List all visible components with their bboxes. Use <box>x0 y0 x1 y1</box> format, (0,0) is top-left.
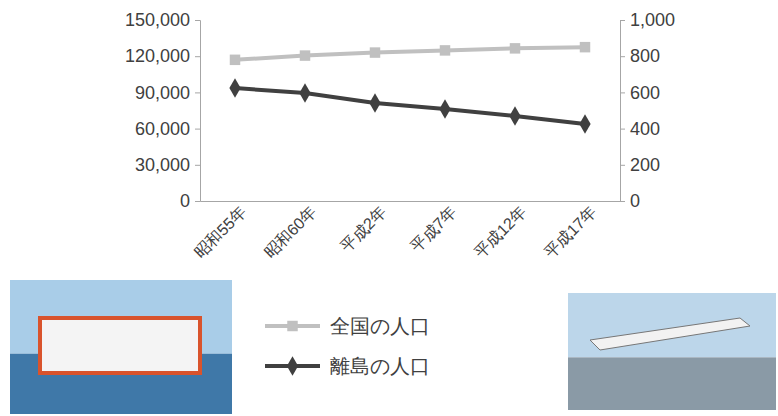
y-axis: 0 30,000 60,000 90,000 120,000 150,000 <box>125 10 201 211</box>
series-marker <box>299 83 310 103</box>
series-line <box>235 47 585 60</box>
y2-tick-mark <box>620 129 625 130</box>
photo-ferry <box>10 280 232 414</box>
series-marker <box>369 93 380 113</box>
series-marker <box>230 55 240 65</box>
photo-sky <box>568 293 776 357</box>
series-marker <box>440 45 450 55</box>
y2-tick-label: 1,000 <box>630 10 675 30</box>
y-tick-mark <box>195 56 200 57</box>
x-tick-label: 昭和60年 <box>261 203 320 262</box>
x-axis: 昭和55年昭和60年平成2年平成7年平成12年平成17年 <box>191 202 620 262</box>
legend-marker <box>287 321 297 331</box>
y2-tick: 0 <box>620 191 640 211</box>
y2-tick-mark <box>620 92 625 93</box>
y2-tick: 400 <box>620 119 660 139</box>
legend-item: 全国の人口 <box>265 314 430 338</box>
y-tick: 60,000 <box>135 119 200 139</box>
y-tick-mark <box>195 92 200 93</box>
y-tick-label: 60,000 <box>135 119 190 139</box>
y-tick: 0 <box>180 191 200 211</box>
plot-area <box>229 42 590 134</box>
series-marker <box>510 43 520 53</box>
y2-tick-label: 800 <box>630 46 660 66</box>
series-line <box>235 88 585 124</box>
series-marker <box>229 78 240 98</box>
y-tick-mark <box>195 20 200 21</box>
y-tick-label: 150,000 <box>125 10 190 30</box>
x-tick: 昭和60年 <box>261 203 320 262</box>
y2-tick-label: 200 <box>630 155 660 175</box>
y-tick-mark <box>195 129 200 130</box>
y-tick: 150,000 <box>125 10 200 30</box>
series-marker <box>439 99 450 119</box>
y-tick-mark <box>195 201 200 202</box>
y2-tick: 800 <box>620 46 660 66</box>
photo-plane <box>568 293 776 410</box>
series-marker <box>509 106 520 126</box>
x-tick: 平成7年 <box>407 203 459 255</box>
x-tick: 昭和55年 <box>191 203 250 262</box>
y2-tick: 600 <box>620 83 660 103</box>
photo-ground <box>568 357 776 410</box>
x-tick: 平成17年 <box>541 203 600 262</box>
y-tick-label: 120,000 <box>125 46 190 66</box>
x-tick-label: 平成7年 <box>407 203 459 255</box>
y-tick-label: 0 <box>180 191 190 211</box>
y2-tick-mark <box>620 20 625 21</box>
y-tick: 90,000 <box>135 83 200 103</box>
legend-marker <box>287 356 298 376</box>
x-tick-label: 昭和55年 <box>191 203 250 262</box>
ferry-shape <box>40 318 200 373</box>
series-marker <box>370 47 380 57</box>
series-marker <box>580 42 590 52</box>
y2-axis: 0 200 400 600 800 1,000 <box>620 10 675 211</box>
series <box>230 42 590 65</box>
series <box>229 78 590 134</box>
y2-tick: 200 <box>620 155 660 175</box>
y-tick-label: 30,000 <box>135 155 190 175</box>
y2-tick-label: 400 <box>630 119 660 139</box>
y2-tick-mark <box>620 165 625 166</box>
legend-item: 離島の人口 <box>265 354 430 378</box>
y-tick-label: 90,000 <box>135 83 190 103</box>
x-tick-label: 平成12年 <box>471 203 530 262</box>
y2-tick-label: 0 <box>630 191 640 211</box>
x-axis-line <box>201 201 621 202</box>
plane-shape <box>590 318 750 350</box>
legend-label: 離島の人口 <box>330 354 430 378</box>
y-tick-mark <box>195 165 200 166</box>
series-marker <box>300 50 310 60</box>
y-tick: 30,000 <box>135 155 200 175</box>
chart: 0 30,000 60,000 90,000 120,000 150,000 0 200 400… <box>0 0 778 416</box>
x-tick-label: 平成17年 <box>541 203 600 262</box>
x-tick-label: 平成2年 <box>337 203 389 255</box>
y-axis-line <box>195 21 201 202</box>
series-marker <box>579 114 590 134</box>
y2-tick-label: 600 <box>630 83 660 103</box>
legend: 全国の人口離島の人口 <box>265 314 430 378</box>
y2-tick-mark <box>620 201 625 202</box>
y2-axis-line <box>621 21 626 202</box>
legend-label: 全国の人口 <box>330 314 430 338</box>
x-tick: 平成12年 <box>471 203 530 262</box>
y2-tick: 1,000 <box>620 10 675 30</box>
x-tick: 平成2年 <box>337 203 389 255</box>
y2-tick-mark <box>620 56 625 57</box>
y-tick: 120,000 <box>125 46 200 66</box>
